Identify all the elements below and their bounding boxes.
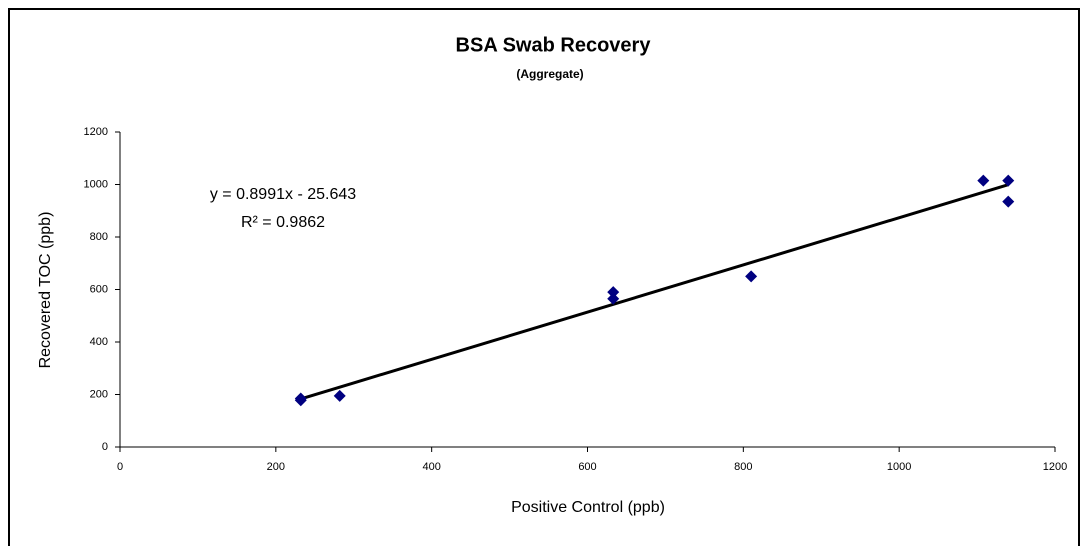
data-point — [294, 394, 307, 407]
x-axis-label: Positive Control (ppb) — [511, 499, 665, 516]
x-tick-label: 600 — [578, 461, 596, 473]
x-tick-label: 400 — [422, 461, 440, 473]
chart-title: BSA Swab Recovery — [456, 34, 652, 56]
data-point — [977, 174, 990, 187]
data-point — [1002, 174, 1015, 187]
x-tick-label: 1000 — [887, 461, 911, 473]
y-tick-label: 0 — [102, 441, 108, 453]
chart-subtitle: (Aggregate) — [516, 67, 583, 81]
y-tick-label: 1000 — [84, 178, 108, 190]
data-point — [745, 270, 758, 283]
y-tick-label: 600 — [90, 283, 108, 295]
chart-border — [8, 8, 1080, 546]
x-tick-label: 200 — [267, 461, 285, 473]
y-tick-label: 800 — [90, 231, 108, 243]
data-point — [607, 292, 620, 305]
x-tick-label: 800 — [734, 461, 752, 473]
trendline-r2: R² = 0.9862 — [241, 214, 325, 231]
trendline — [300, 183, 1009, 401]
data-point — [333, 389, 346, 402]
y-tick-label: 1200 — [84, 126, 108, 138]
y-axis-label: Recovered TOC (ppb) — [37, 212, 54, 369]
x-tick-label: 0 — [117, 461, 123, 473]
data-point — [607, 286, 620, 299]
y-tick-label: 200 — [90, 388, 108, 400]
data-point — [1002, 195, 1015, 208]
trendline-equation: y = 0.8991x - 25.643 — [210, 186, 356, 203]
y-tick-label: 400 — [90, 336, 108, 348]
x-tick-label: 1200 — [1043, 461, 1067, 473]
